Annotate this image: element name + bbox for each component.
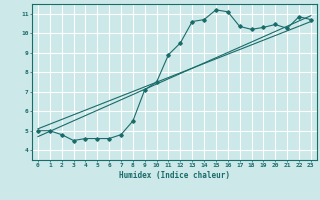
X-axis label: Humidex (Indice chaleur): Humidex (Indice chaleur): [119, 171, 230, 180]
